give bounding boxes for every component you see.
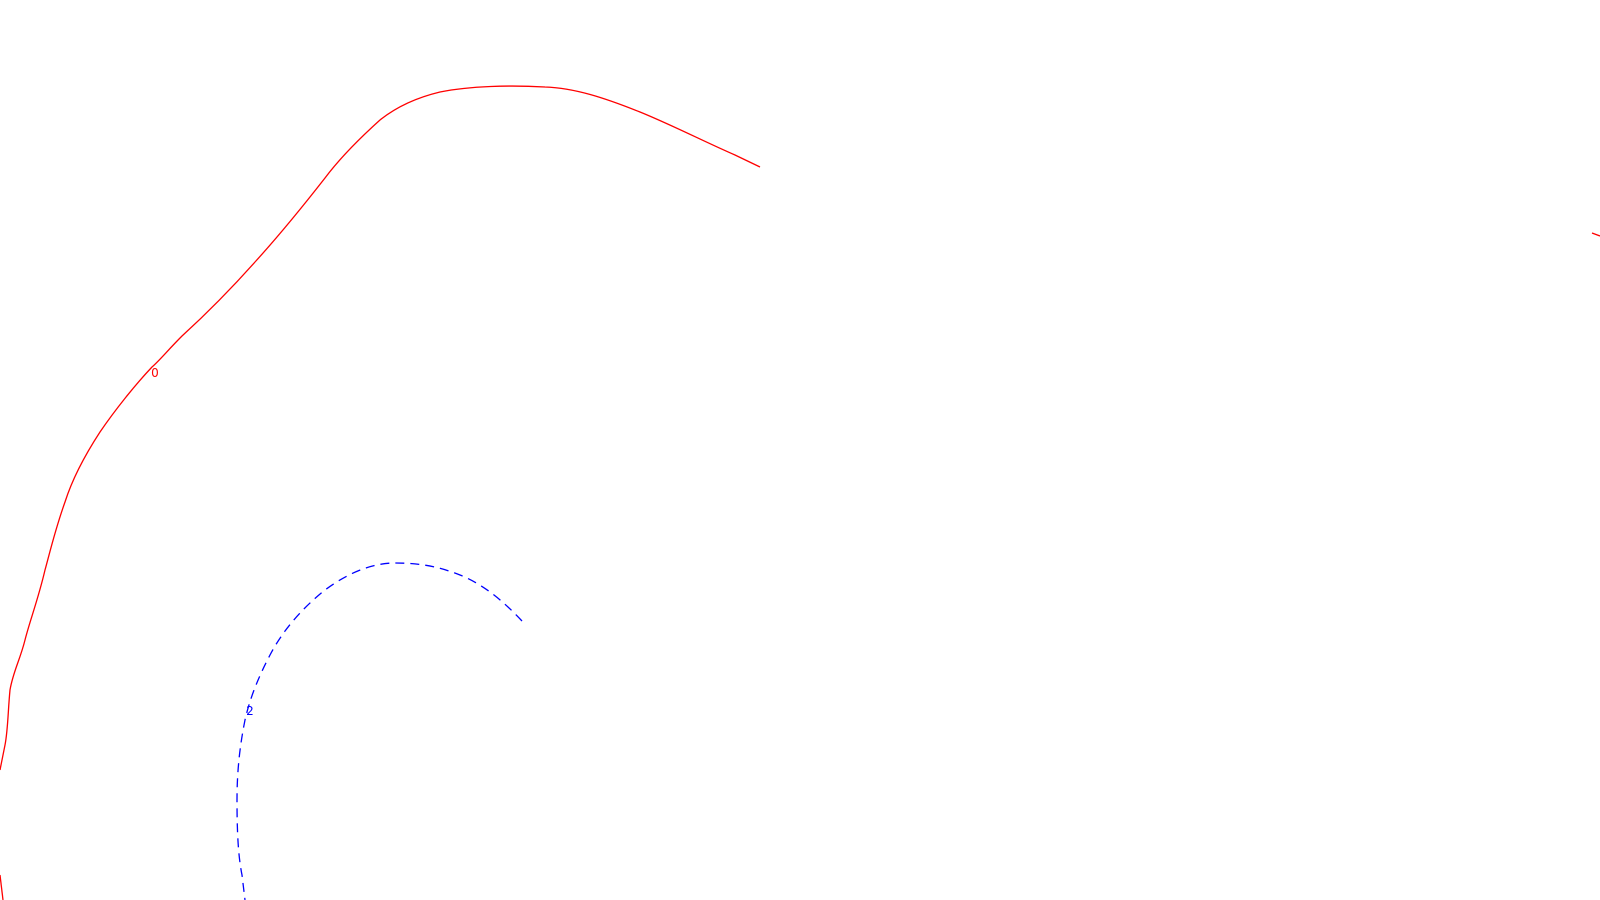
contour-label-2: 2 bbox=[246, 704, 254, 718]
contour-level-0: 0 bbox=[0, 85, 1600, 900]
contour-label-0: 0 bbox=[151, 366, 159, 380]
contour-level-2: 2 bbox=[236, 562, 523, 900]
contour-line-level-0-bottom-segment bbox=[0, 874, 4, 900]
contour-line-level-0 bbox=[0, 85, 761, 771]
contour-line-level-0-edge-segment bbox=[1591, 232, 1600, 237]
contour-line-level-2 bbox=[236, 562, 523, 900]
